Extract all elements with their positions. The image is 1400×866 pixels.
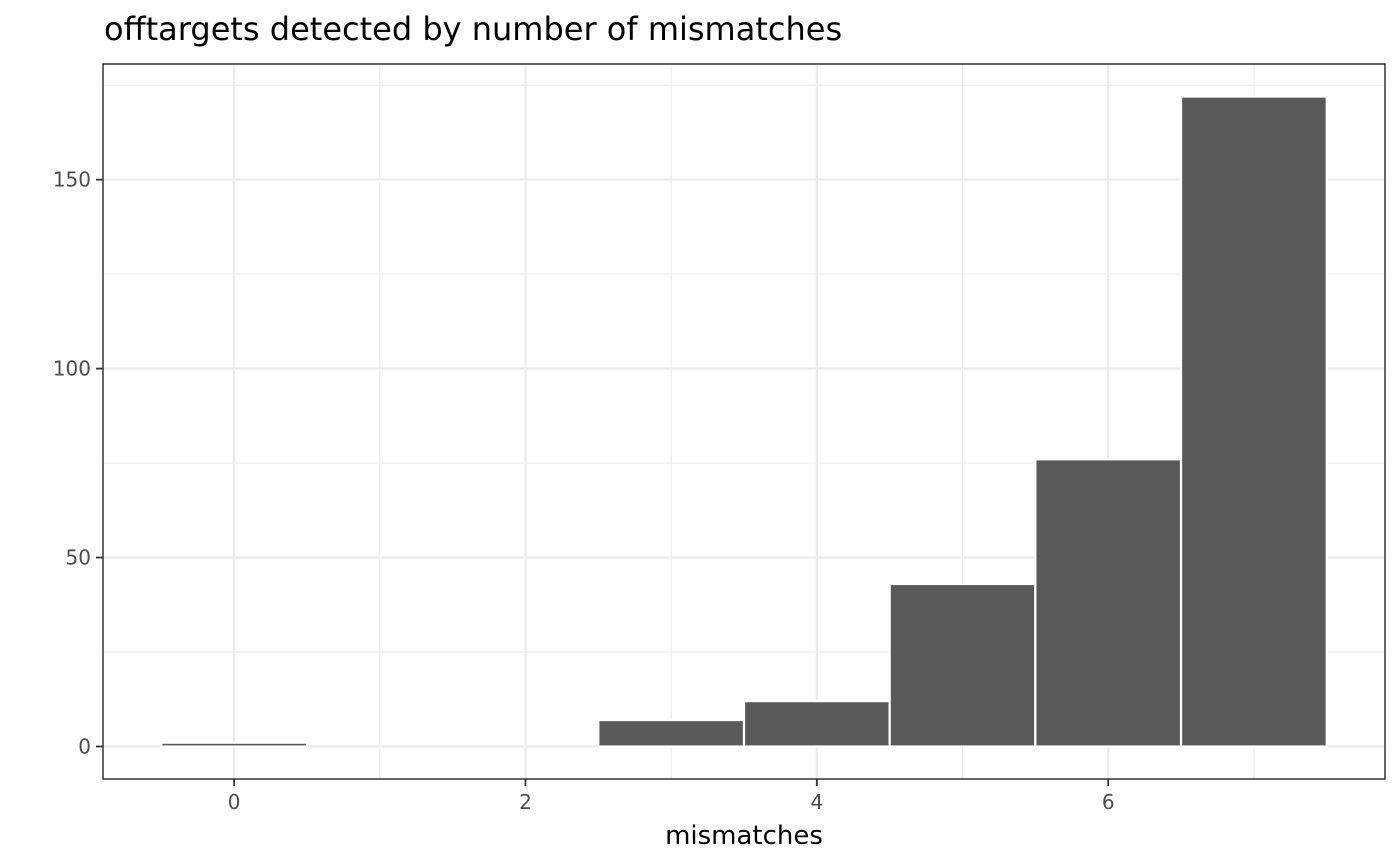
x-tick-label: 0 — [228, 790, 241, 814]
y-tick-label: 0 — [78, 735, 91, 759]
bar-mismatch-4 — [742, 700, 891, 748]
y-axis: 0 50 100 150 — [53, 168, 103, 759]
chart-title: offtargets detected by number of mismatc… — [104, 10, 842, 48]
bar-mismatch-3 — [597, 718, 746, 748]
y-tick-label: 150 — [53, 168, 91, 192]
x-tick-label: 2 — [519, 790, 532, 814]
bar-mismatch-5 — [888, 582, 1037, 748]
bars — [160, 95, 1328, 748]
y-tick-label: 50 — [66, 546, 91, 570]
x-axis: 0 2 4 6 — [228, 779, 1115, 814]
panel-border — [102, 63, 1386, 780]
major-gridlines — [103, 64, 1385, 779]
x-axis-title: mismatches — [665, 821, 823, 851]
bar-mismatch-6 — [1034, 458, 1183, 748]
x-tick-label: 4 — [810, 790, 823, 814]
y-tick-label: 100 — [53, 357, 91, 381]
x-tick-label: 6 — [1102, 790, 1115, 814]
bar-mismatch-0 — [160, 741, 309, 748]
bar-mismatch-7 — [1179, 95, 1328, 748]
